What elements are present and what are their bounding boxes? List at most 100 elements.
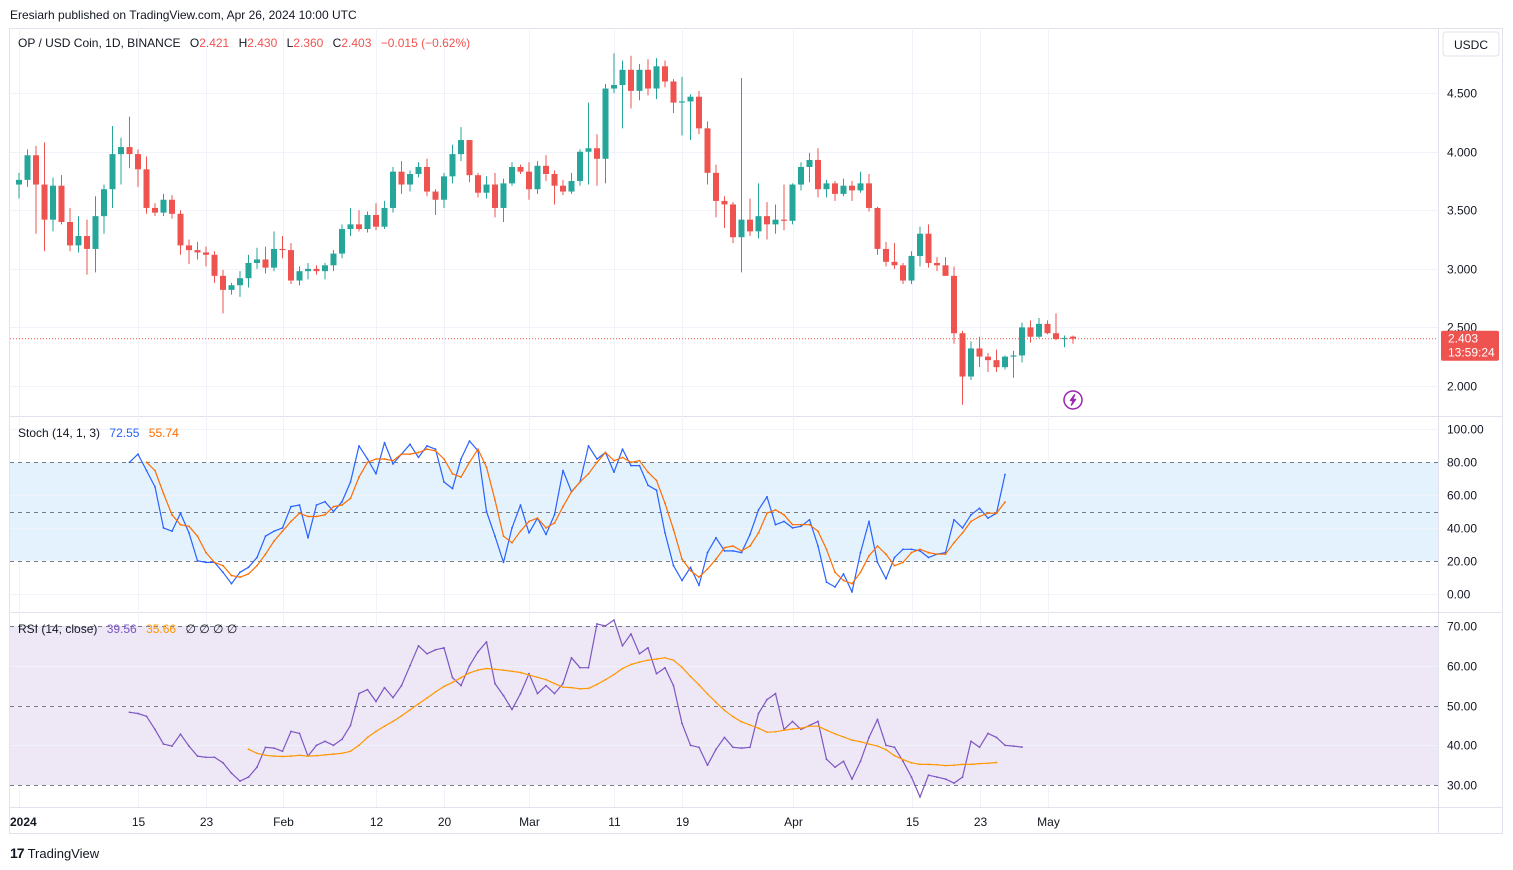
osc-series-point <box>800 523 802 526</box>
osc-series-point <box>256 564 258 567</box>
candle-body <box>713 172 719 201</box>
candle-body <box>1019 327 1025 356</box>
osc-series-point <box>970 513 972 516</box>
osc-series-point <box>273 540 275 542</box>
osc-series-point <box>324 740 326 743</box>
rsi-axis: 70.00 60.00 50.00 40.00 30.00 <box>1447 620 1477 793</box>
osc-series-point <box>434 449 437 452</box>
candle-body <box>177 213 184 246</box>
osc-series-point <box>689 566 692 569</box>
osc-series-point <box>222 571 224 574</box>
osc-series-point <box>672 564 675 567</box>
osc-series-point <box>553 522 556 524</box>
osc-series-point <box>451 472 454 475</box>
candle <box>373 203 379 231</box>
currency-button[interactable]: USDC <box>1442 31 1500 57</box>
osc-series-point <box>808 518 811 521</box>
candle <box>585 102 592 185</box>
osc-series-point <box>944 778 947 781</box>
candle-body <box>483 184 490 193</box>
candle <box>458 127 464 162</box>
chart-area[interactable]: 4.500 4.000 3.500 3.000 2.500 2.000 2.403 13:… <box>0 28 1503 834</box>
osc-series-point <box>868 554 870 557</box>
osc-series-point <box>893 746 896 749</box>
candle-body <box>517 166 524 172</box>
osc-series-point <box>630 464 632 467</box>
candle-body <box>866 183 872 208</box>
osc-series-point <box>774 508 777 511</box>
osc-series-point <box>944 553 947 556</box>
osc-series-point <box>264 746 267 749</box>
osc-series-point <box>732 550 734 552</box>
osc-series-point <box>162 492 165 495</box>
candle-body <box>798 166 804 185</box>
osc-series-point <box>868 743 870 746</box>
osc-series-point <box>740 551 743 554</box>
lightning-icon-bolt[interactable] <box>1069 394 1077 406</box>
osc-series-point <box>426 697 428 699</box>
candle-body <box>815 159 821 190</box>
osc-series-point <box>358 444 360 447</box>
candle <box>1070 335 1076 344</box>
candle <box>220 270 226 314</box>
lightning-icon[interactable] <box>1063 390 1083 410</box>
osc-series-point <box>868 736 870 739</box>
osc-series-point <box>825 548 828 551</box>
osc-series-point <box>281 750 284 753</box>
osc-series-point <box>859 571 862 574</box>
osc-series-point <box>757 712 760 715</box>
candle <box>449 144 456 184</box>
candle <box>364 211 371 233</box>
osc-series-point <box>519 504 522 506</box>
time-tick-label: 20 <box>438 815 452 829</box>
time-tick-label: 23 <box>974 815 988 829</box>
candle <box>330 250 337 272</box>
currency-button-bg[interactable] <box>1442 31 1500 57</box>
osc-series-point <box>417 451 420 454</box>
candle-body <box>75 236 82 246</box>
candle <box>347 207 354 237</box>
osc-series-point <box>281 530 284 533</box>
osc-series-point <box>409 664 411 667</box>
candle-body <box>611 85 617 89</box>
osc-series-point <box>961 763 964 766</box>
candle <box>16 172 22 199</box>
candle-body <box>305 268 311 272</box>
osc-series-point <box>953 782 955 785</box>
osc-series-point <box>162 743 165 746</box>
open-label: O <box>190 36 199 50</box>
osc-series-point <box>834 766 836 769</box>
candle-body <box>781 219 787 221</box>
osc-series-point <box>783 513 785 516</box>
candle-body <box>602 88 609 159</box>
osc-series-point <box>944 764 947 767</box>
tradingview-logo-icon[interactable]: 17 <box>10 845 25 861</box>
osc-series-point <box>426 652 428 655</box>
osc-series-point <box>630 663 632 666</box>
osc-series-point <box>332 510 335 513</box>
osc-series-point <box>196 559 199 562</box>
currency-button-label[interactable]: USDC <box>1454 38 1488 52</box>
osc-series-point <box>400 684 403 687</box>
osc-series-point <box>256 752 258 755</box>
osc-series-point <box>774 523 777 526</box>
osc-series-point <box>553 692 556 695</box>
tradingview-logo-text[interactable]: TradingView <box>27 845 100 861</box>
osc-series-point <box>953 764 955 767</box>
tradingview-logo[interactable]: 17 TradingView <box>10 845 99 861</box>
candle <box>713 164 719 218</box>
osc-series-point <box>655 489 658 492</box>
candle <box>305 262 311 280</box>
osc-series-point <box>698 584 700 587</box>
candle <box>517 164 524 174</box>
candle <box>407 170 413 192</box>
osc-series-line <box>129 440 1006 593</box>
candle-body <box>934 262 940 266</box>
time-tick-label: Mar <box>519 815 540 829</box>
osc-series-point <box>502 694 505 697</box>
osc-series-point <box>383 441 386 444</box>
candle <box>109 126 116 208</box>
candle-body <box>186 245 192 251</box>
osc-series-point <box>613 619 615 621</box>
